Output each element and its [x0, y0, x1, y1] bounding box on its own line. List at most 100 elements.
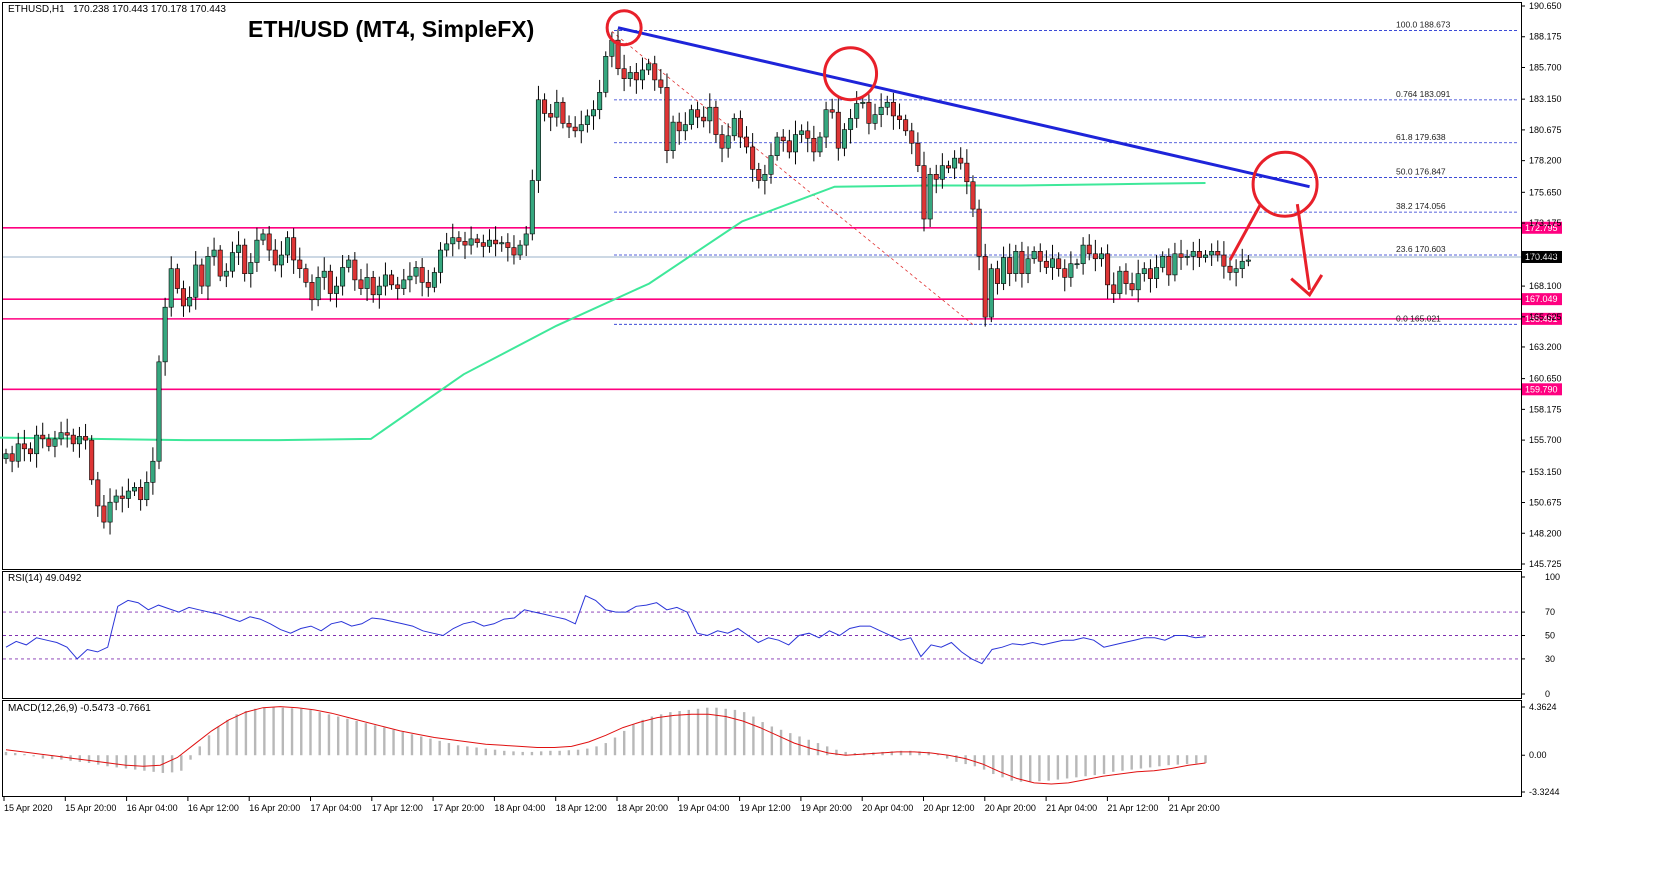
bullish-candle — [682, 124, 688, 132]
bullish-candle — [670, 121, 676, 152]
bullish-candle — [285, 237, 291, 256]
macd-histogram-bar — [1158, 755, 1161, 767]
price-tick-label: 158.175 — [1529, 404, 1562, 414]
time-axis: 15 Apr 2020 15 Apr 20:00 16 Apr 04:00 16 Ap… — [3, 797, 1220, 813]
macd-histogram-bar — [715, 707, 718, 756]
price-tick-label: 155.700 — [1529, 435, 1562, 445]
chart-title: ETH/USD (MT4, SimpleFX) — [248, 16, 535, 42]
time-tick-label: 19 Apr 12:00 — [740, 803, 791, 813]
support-price-label: 167.049 — [1525, 294, 1558, 304]
macd-histogram-bar — [835, 749, 838, 756]
macd-histogram-bar — [87, 755, 91, 763]
bearish-candle — [982, 255, 988, 318]
bearish-candle — [566, 123, 572, 128]
bullish-candle — [382, 274, 388, 287]
fib-label: 0.764 183.091 — [1396, 89, 1451, 99]
bullish-candle — [315, 277, 321, 301]
bullish-candle — [450, 237, 456, 245]
bullish-candle — [597, 92, 603, 111]
macd-histogram-bar — [927, 751, 930, 756]
macd-histogram-bar — [1019, 755, 1023, 782]
bearish-candle — [615, 39, 621, 70]
bearish-candle — [419, 267, 425, 283]
bullish-candle — [278, 254, 284, 266]
macd-histogram-bar — [272, 707, 275, 756]
macd-histogram-bar — [659, 714, 663, 756]
macd-histogram-bar — [1121, 755, 1124, 771]
bearish-candle — [505, 242, 511, 248]
bullish-candle — [517, 244, 523, 256]
time-tick-label: 15 Apr 2020 — [4, 803, 53, 813]
macd-histogram-bar — [696, 708, 700, 756]
time-tick-label: 21 Apr 20:00 — [1169, 803, 1220, 813]
bullish-candle — [76, 436, 82, 445]
bullish-candle — [132, 487, 138, 492]
macd-histogram-bar — [410, 734, 414, 756]
bullish-candle — [823, 109, 829, 138]
support-price-tag — [1522, 293, 1562, 306]
bearish-candle — [1043, 260, 1049, 268]
price-tick-label: 178.200 — [1529, 156, 1562, 166]
bullish-candle — [707, 106, 713, 122]
time-tick-label: 17 Apr 04:00 — [311, 803, 362, 813]
bullish-candle — [872, 114, 878, 124]
fib-label: 50.0 176.847 — [1396, 166, 1446, 176]
macd-signal-line — [5, 706, 1206, 785]
bearish-candle — [780, 136, 786, 142]
support-price-tag — [1522, 221, 1562, 234]
macd-histogram-bar — [401, 732, 404, 756]
macd-histogram-bar — [1102, 755, 1106, 775]
bullish-candle — [156, 361, 162, 462]
macd-histogram-bar — [770, 726, 774, 756]
macd-histogram-bar — [899, 750, 903, 756]
bullish-candle — [229, 252, 235, 272]
macd-histogram-bar — [392, 729, 395, 756]
bullish-candle — [211, 249, 217, 257]
bullish-candle — [1190, 251, 1196, 257]
bearish-candle — [456, 237, 462, 242]
rsi-line — [5, 595, 1206, 665]
bearish-candle — [1105, 253, 1111, 286]
macd-histogram-bar — [945, 755, 949, 759]
symbol-header: ETHUSD,H1 170.238 170.443 170.178 170.44… — [8, 4, 226, 15]
macd-histogram-bar — [798, 736, 801, 756]
macd-histogram-bar — [364, 723, 368, 756]
bearish-candle — [658, 79, 664, 88]
swing-high-circle — [605, 9, 643, 47]
bearish-candle — [1092, 253, 1098, 260]
bullish-candle — [860, 101, 866, 104]
moving-average-line — [0, 182, 1206, 442]
macd-histogram-bar — [761, 722, 764, 756]
time-tick-label: 19 Apr 20:00 — [801, 803, 852, 813]
macd-histogram-bar — [4, 751, 8, 756]
macd-histogram-bar — [595, 746, 598, 756]
bearish-candle — [945, 165, 951, 169]
macd-histogram-bar — [1001, 755, 1004, 778]
bullish-candle — [848, 118, 854, 130]
bullish-candle — [1233, 268, 1239, 273]
bearish-candle — [621, 68, 627, 79]
bearish-candle — [480, 242, 486, 247]
bullish-candle — [413, 267, 419, 277]
time-tick-label: 17 Apr 20:00 — [433, 803, 484, 813]
bearish-candle — [291, 237, 297, 261]
bearish-candle — [701, 116, 707, 122]
time-tick-label: 18 Apr 20:00 — [617, 803, 668, 813]
bearish-candle — [474, 238, 480, 243]
macd-histogram-bar — [447, 743, 451, 756]
bearish-candle — [994, 268, 1000, 284]
bearish-candle — [1178, 253, 1184, 258]
bearish-candle — [493, 239, 499, 245]
bearish-candle — [21, 443, 27, 450]
macd-histogram-bar — [1010, 755, 1013, 781]
bullish-candle — [205, 255, 211, 287]
macd-histogram-bar — [779, 729, 783, 756]
macd-histogram-bar — [742, 712, 746, 756]
bearish-candle — [1037, 251, 1043, 262]
macd-histogram-bar — [290, 708, 294, 756]
bullish-candle — [535, 99, 541, 181]
bullish-candle — [1031, 251, 1037, 260]
bullish-candle — [113, 495, 119, 503]
bullish-candle — [34, 434, 40, 455]
bearish-candle — [352, 259, 358, 281]
